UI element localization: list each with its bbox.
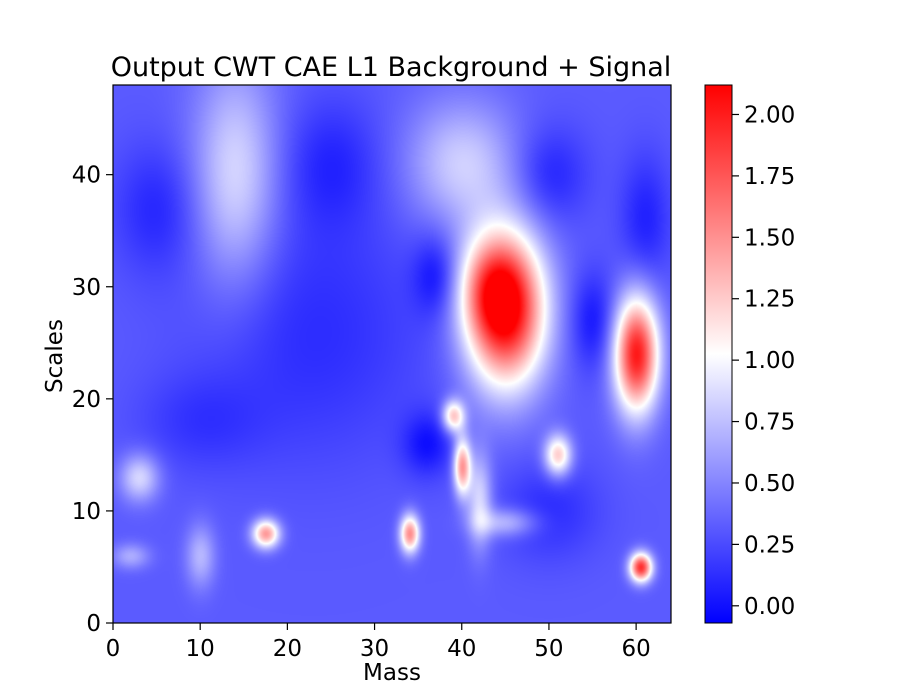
x-tick-label: 20 bbox=[273, 636, 302, 662]
plot-area bbox=[112, 84, 672, 624]
colorbar-tick-label: 0.75 bbox=[744, 410, 795, 436]
plot-frame bbox=[112, 84, 672, 624]
x-tick-label: 60 bbox=[621, 636, 650, 662]
y-tick-label: 20 bbox=[72, 387, 101, 413]
y-axis: 0 10 20 30 40 bbox=[72, 163, 113, 637]
y-tick-label: 10 bbox=[72, 499, 101, 525]
x-tick-label: 40 bbox=[447, 636, 476, 662]
colorbar-tick-label: 0.25 bbox=[744, 532, 795, 558]
heatmap-image bbox=[113, 85, 671, 623]
y-tick-label: 0 bbox=[86, 611, 101, 637]
colorbar-tick-label: 1.25 bbox=[744, 287, 795, 313]
colorbar-tick-label: 2.00 bbox=[744, 102, 795, 128]
x-tick-label: 30 bbox=[360, 636, 389, 662]
x-tick-label: 10 bbox=[186, 636, 215, 662]
colorbar-tick-label: 1.00 bbox=[744, 348, 795, 374]
y-tick-label: 40 bbox=[72, 163, 101, 189]
colorbar-tick-label: 0.00 bbox=[744, 594, 795, 620]
colorbar: 0.00 0.25 0.50 0.75 1.00 1.25 1.50 1.75 2.00 bbox=[704, 84, 795, 624]
colorbar-tick-label: 0.50 bbox=[744, 471, 795, 497]
colorbar-gradient bbox=[704, 84, 733, 624]
chart-title: Output CWT CAE L1 Background + Signal bbox=[111, 52, 672, 83]
x-axis: 0 10 20 30 40 50 60 bbox=[106, 623, 651, 662]
x-tick-label: 0 bbox=[106, 636, 121, 662]
y-tick-label: 30 bbox=[72, 275, 101, 301]
colorbar-tick-label: 1.50 bbox=[744, 225, 795, 251]
x-tick-label: 50 bbox=[534, 636, 563, 662]
colorbar-ticks: 0.00 0.25 0.50 0.75 1.00 1.25 1.50 1.75 2.00 bbox=[732, 102, 795, 620]
colorbar-tick-label: 1.75 bbox=[744, 164, 795, 190]
x-axis-label: Mass bbox=[363, 660, 421, 686]
y-axis-label: Scales bbox=[42, 319, 68, 393]
